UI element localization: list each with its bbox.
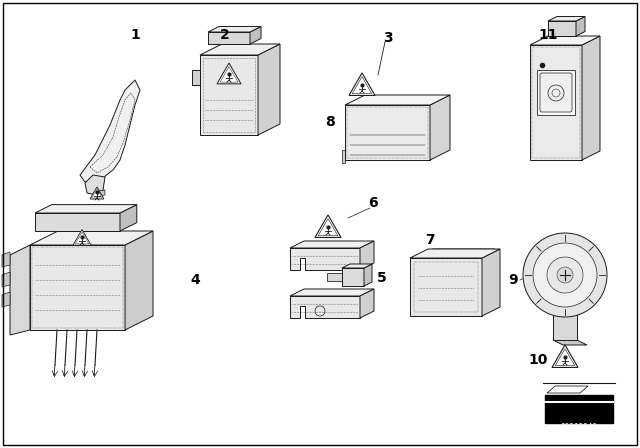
Polygon shape — [290, 296, 360, 318]
Polygon shape — [342, 268, 364, 286]
Polygon shape — [290, 289, 374, 296]
Polygon shape — [345, 105, 430, 160]
Polygon shape — [2, 292, 10, 307]
Bar — [537, 70, 575, 115]
Polygon shape — [30, 245, 125, 330]
Bar — [203, 58, 255, 132]
Polygon shape — [410, 249, 500, 258]
Text: 7: 7 — [425, 233, 435, 247]
Polygon shape — [30, 231, 153, 245]
Circle shape — [557, 267, 573, 283]
Bar — [553, 300, 577, 340]
Text: 8: 8 — [325, 115, 335, 129]
Bar — [545, 395, 613, 423]
Text: 1: 1 — [130, 28, 140, 42]
Polygon shape — [35, 205, 137, 213]
Polygon shape — [576, 17, 585, 36]
Bar — [532, 47, 580, 158]
Polygon shape — [364, 264, 372, 286]
Polygon shape — [10, 245, 30, 335]
Polygon shape — [553, 340, 587, 345]
Text: 10: 10 — [528, 353, 548, 367]
Polygon shape — [97, 190, 105, 196]
Polygon shape — [90, 187, 104, 199]
Polygon shape — [35, 213, 120, 231]
Polygon shape — [290, 248, 360, 270]
FancyBboxPatch shape — [540, 73, 572, 112]
Polygon shape — [192, 70, 200, 85]
Polygon shape — [2, 252, 10, 267]
Text: 4: 4 — [190, 273, 200, 287]
Polygon shape — [73, 229, 91, 245]
Polygon shape — [482, 249, 500, 316]
Circle shape — [533, 243, 597, 307]
Polygon shape — [258, 44, 280, 135]
Polygon shape — [120, 205, 137, 231]
Polygon shape — [530, 45, 582, 160]
Bar — [414, 262, 478, 312]
Polygon shape — [360, 289, 374, 318]
Polygon shape — [80, 80, 140, 182]
Polygon shape — [345, 95, 450, 105]
Text: 00209949: 00209949 — [561, 423, 598, 432]
Polygon shape — [217, 63, 241, 84]
Bar — [32, 247, 123, 328]
Polygon shape — [290, 241, 374, 248]
Polygon shape — [250, 26, 261, 44]
Polygon shape — [530, 36, 600, 45]
Polygon shape — [315, 215, 341, 237]
Polygon shape — [547, 386, 588, 393]
Bar — [347, 107, 428, 158]
Text: 11: 11 — [538, 28, 557, 42]
Text: 6: 6 — [368, 196, 378, 210]
Circle shape — [547, 257, 583, 293]
Text: 9: 9 — [508, 273, 518, 287]
Polygon shape — [548, 21, 576, 36]
Polygon shape — [200, 55, 258, 135]
Polygon shape — [430, 95, 450, 160]
Polygon shape — [342, 150, 345, 163]
Polygon shape — [552, 345, 578, 367]
Polygon shape — [125, 231, 153, 330]
Polygon shape — [415, 249, 495, 258]
Polygon shape — [360, 241, 374, 270]
Polygon shape — [200, 44, 280, 55]
Polygon shape — [582, 36, 600, 160]
Circle shape — [523, 233, 607, 317]
Text: 3: 3 — [383, 31, 393, 45]
Polygon shape — [208, 26, 261, 32]
Polygon shape — [349, 73, 375, 95]
Text: 2: 2 — [220, 28, 230, 42]
Polygon shape — [208, 32, 250, 44]
Polygon shape — [342, 264, 372, 268]
Polygon shape — [548, 17, 585, 21]
Polygon shape — [85, 175, 105, 195]
Polygon shape — [410, 258, 482, 316]
Polygon shape — [2, 272, 10, 287]
Polygon shape — [327, 273, 342, 281]
Text: 5: 5 — [377, 271, 387, 285]
